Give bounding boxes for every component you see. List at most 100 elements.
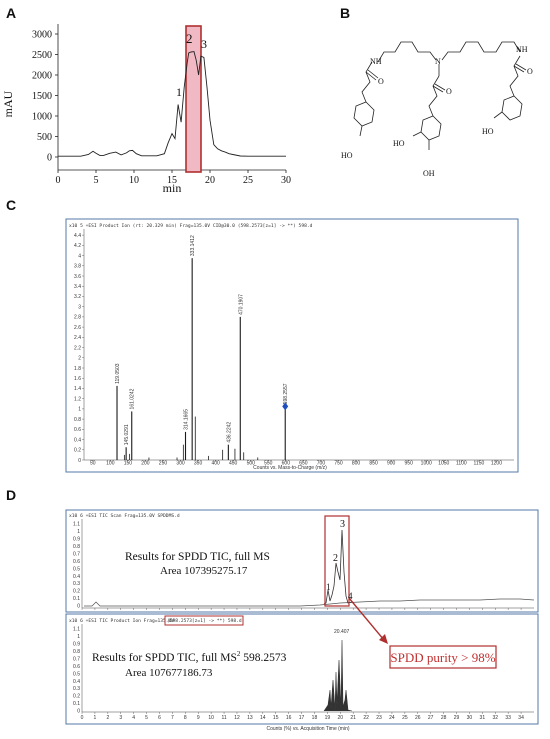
chart-d-arrow-head <box>379 634 388 644</box>
chart-d-purity-label: SPDD purity > 98% <box>390 650 495 665</box>
chart-d-top-y-tick-label: 1.1 <box>73 522 80 528</box>
chart-c-peak-label: 145.0291 <box>124 424 130 445</box>
chart-d-bottom-y-tick-label: 0.3 <box>73 686 80 692</box>
chart-d-x-tick-label: 29 <box>454 715 460 721</box>
chart-d-x-tick-label: 9 <box>197 715 200 721</box>
chart-c-x-tick-label: 750 <box>334 461 343 467</box>
chart-d-bottom-y-tick-label: 1 <box>77 634 80 640</box>
chart-c-y-tick-label: 3.4 <box>74 284 81 290</box>
chart-d-bottom-y-tick-label: 1.1 <box>73 627 80 633</box>
chart-c-x-tick-label: 650 <box>299 461 308 467</box>
chart-d-top-text-1: Results for SPDD TIC, full MS <box>125 551 270 563</box>
chart-d-x-tick-label: 6 <box>158 715 161 721</box>
panel-label-b: B <box>340 5 350 21</box>
chart-c-y-tick-label: 1.8 <box>74 366 81 372</box>
chart-d-x-tick-label: 22 <box>363 715 369 721</box>
chart-d-x-tick-label: 3 <box>119 715 122 721</box>
chart-c-y-tick-label: 1.6 <box>74 376 81 382</box>
panel-label-c: C <box>6 197 16 213</box>
chart-d-x-tick-label: 10 <box>208 715 214 721</box>
chart-d-x-tick-label: 32 <box>492 715 498 721</box>
chart-c-x-tick-label: 1000 <box>421 461 432 467</box>
chart-a-y-tick-label: 2500 <box>32 50 52 61</box>
chart-c-x-tick-label: 400 <box>211 461 220 467</box>
chart-d-top-y-tick-label: 0 <box>77 604 80 610</box>
chart-d-bottom-y-tick-label: 0.4 <box>73 679 80 685</box>
panel-label-a: A <box>6 5 16 21</box>
chart-c-x-tick-label: 1150 <box>474 461 485 467</box>
chart-d-xlabel: Counts (%) vs. Acquisition Time (min) <box>266 726 349 732</box>
chart-d-x-tick-label: 26 <box>415 715 421 721</box>
structure-label-ho-left: HO <box>341 151 353 160</box>
chart-c-y-tick-label: 2.8 <box>74 315 81 321</box>
chart-d-bottom-frame <box>65 613 539 725</box>
chart-d-bottom-header: x10 6 +ESI TIC Product Ion Frag=135.0V <box>69 618 174 624</box>
chart-c-x-tick-label: 950 <box>405 461 414 467</box>
chart-c-peak-label: 436.2242 <box>226 422 232 443</box>
chart-d-x-tick-label: 19 <box>325 715 331 721</box>
structure-label-oh-middle: OH <box>423 169 435 178</box>
chart-c-y-tick-label: 3.2 <box>74 294 81 300</box>
chart-a-y-tick-label: 1500 <box>32 91 52 102</box>
chart-c-x-tick-label: 800 <box>352 461 361 467</box>
chart-a-y-tick-label: 1000 <box>32 112 52 123</box>
chart-d-x-tick-label: 21 <box>350 715 356 721</box>
chart-d-bottom-y-tick-label: 0.7 <box>73 656 80 662</box>
chart-d-bottom-y-tick-label: 0.9 <box>73 642 80 648</box>
chart-d-top-y-tick-label: 0.9 <box>73 537 80 543</box>
chart-c-y-tick-label: 2.6 <box>74 325 81 331</box>
chart-c-y-tick-label: 1.4 <box>74 386 81 392</box>
panel-label-d: D <box>6 487 16 503</box>
chart-d-bottom-text-1: Results for SPDD TIC, full MS2 598.2573 <box>92 650 287 664</box>
chart-d-top-y-tick-label: 0.1 <box>73 596 80 602</box>
chart-c-peak-label: 161.0242 <box>130 388 136 409</box>
chart-d-peak-1: 1 <box>326 582 331 592</box>
chart-d-x-tick-label: 12 <box>234 715 240 721</box>
structure-label-n: N <box>435 57 441 66</box>
chart-c-x-tick-label: 1050 <box>438 461 449 467</box>
chart-c-x-tick-label: 500 <box>247 461 256 467</box>
chart-a-peak-3: 3 <box>201 37 207 51</box>
chart-d-top-y-tick-label: 0.5 <box>73 566 80 572</box>
chart-c-y-tick-label: 2.2 <box>74 345 81 351</box>
chart-d-x-tick-label: 0 <box>81 715 84 721</box>
chart-c-x-tick-label: 50 <box>90 461 96 467</box>
chart-d-x-tick-label: 31 <box>480 715 486 721</box>
chart-d-top-text-2: Area 107395275.17 <box>160 565 248 577</box>
chart-c-y-tick-label: 2 <box>78 356 81 362</box>
chart-d-precursor-box <box>164 615 244 626</box>
chart-a-trace <box>58 51 286 157</box>
chart-c-x-tick-label: 1200 <box>491 461 502 467</box>
structure-labels: NH N NH O O O HO HO OH HO <box>341 45 533 178</box>
chart-a-y-tick-label: 3000 <box>32 30 52 41</box>
chart-d-x-tick-label: 17 <box>299 715 305 721</box>
chart-d-x-tick-label: 28 <box>441 715 447 721</box>
chart-d-bottom-y-tick-label: 0.1 <box>73 701 80 707</box>
chart-c-y-tick-label: 1 <box>78 407 81 413</box>
chart-a-y-ticks: 0 500 1000 1500 2000 2500 3000 <box>32 30 58 164</box>
chart-d-top-frame <box>65 509 539 613</box>
chart-d-bottom-text-2: Area 107677186.73 <box>125 667 213 679</box>
chart-a-x-tick-label: 10 <box>129 175 139 186</box>
chart-c-x-tick-label: 600 <box>282 461 291 467</box>
chart-d-x-tick-label: 30 <box>467 715 473 721</box>
chart-c-x-tick-label: 300 <box>176 461 185 467</box>
structure-label-o-middle: O <box>446 87 452 96</box>
chart-d-x-tick-label: 34 <box>518 715 524 721</box>
chart-a-y-tick-label: 500 <box>37 132 52 143</box>
chart-d-x-tick-label: 7 <box>171 715 174 721</box>
chart-c-x-tick-label: 250 <box>159 461 168 467</box>
chart-a-y-tick-label: 2000 <box>32 71 52 82</box>
chart-d-purity-box <box>389 645 497 669</box>
chart-d-x-tick-label: 15 <box>273 715 279 721</box>
chart-d-bottom-y-tick-label: 0.6 <box>73 664 80 670</box>
chart-d-top-baseline <box>84 598 535 607</box>
chart-a-peak-2: 2 <box>186 31 193 46</box>
chart-d-x-tick-label: 18 <box>312 715 318 721</box>
chart-d-x-tick-label: 2 <box>106 715 109 721</box>
chart-a-x-tick-label: 20 <box>205 175 215 186</box>
chart-c-y-tick-label: 1.2 <box>74 396 81 402</box>
chart-d-bottom-y-tick-label: 0.8 <box>73 649 80 655</box>
chart-c-x-tick-label: 900 <box>387 461 396 467</box>
